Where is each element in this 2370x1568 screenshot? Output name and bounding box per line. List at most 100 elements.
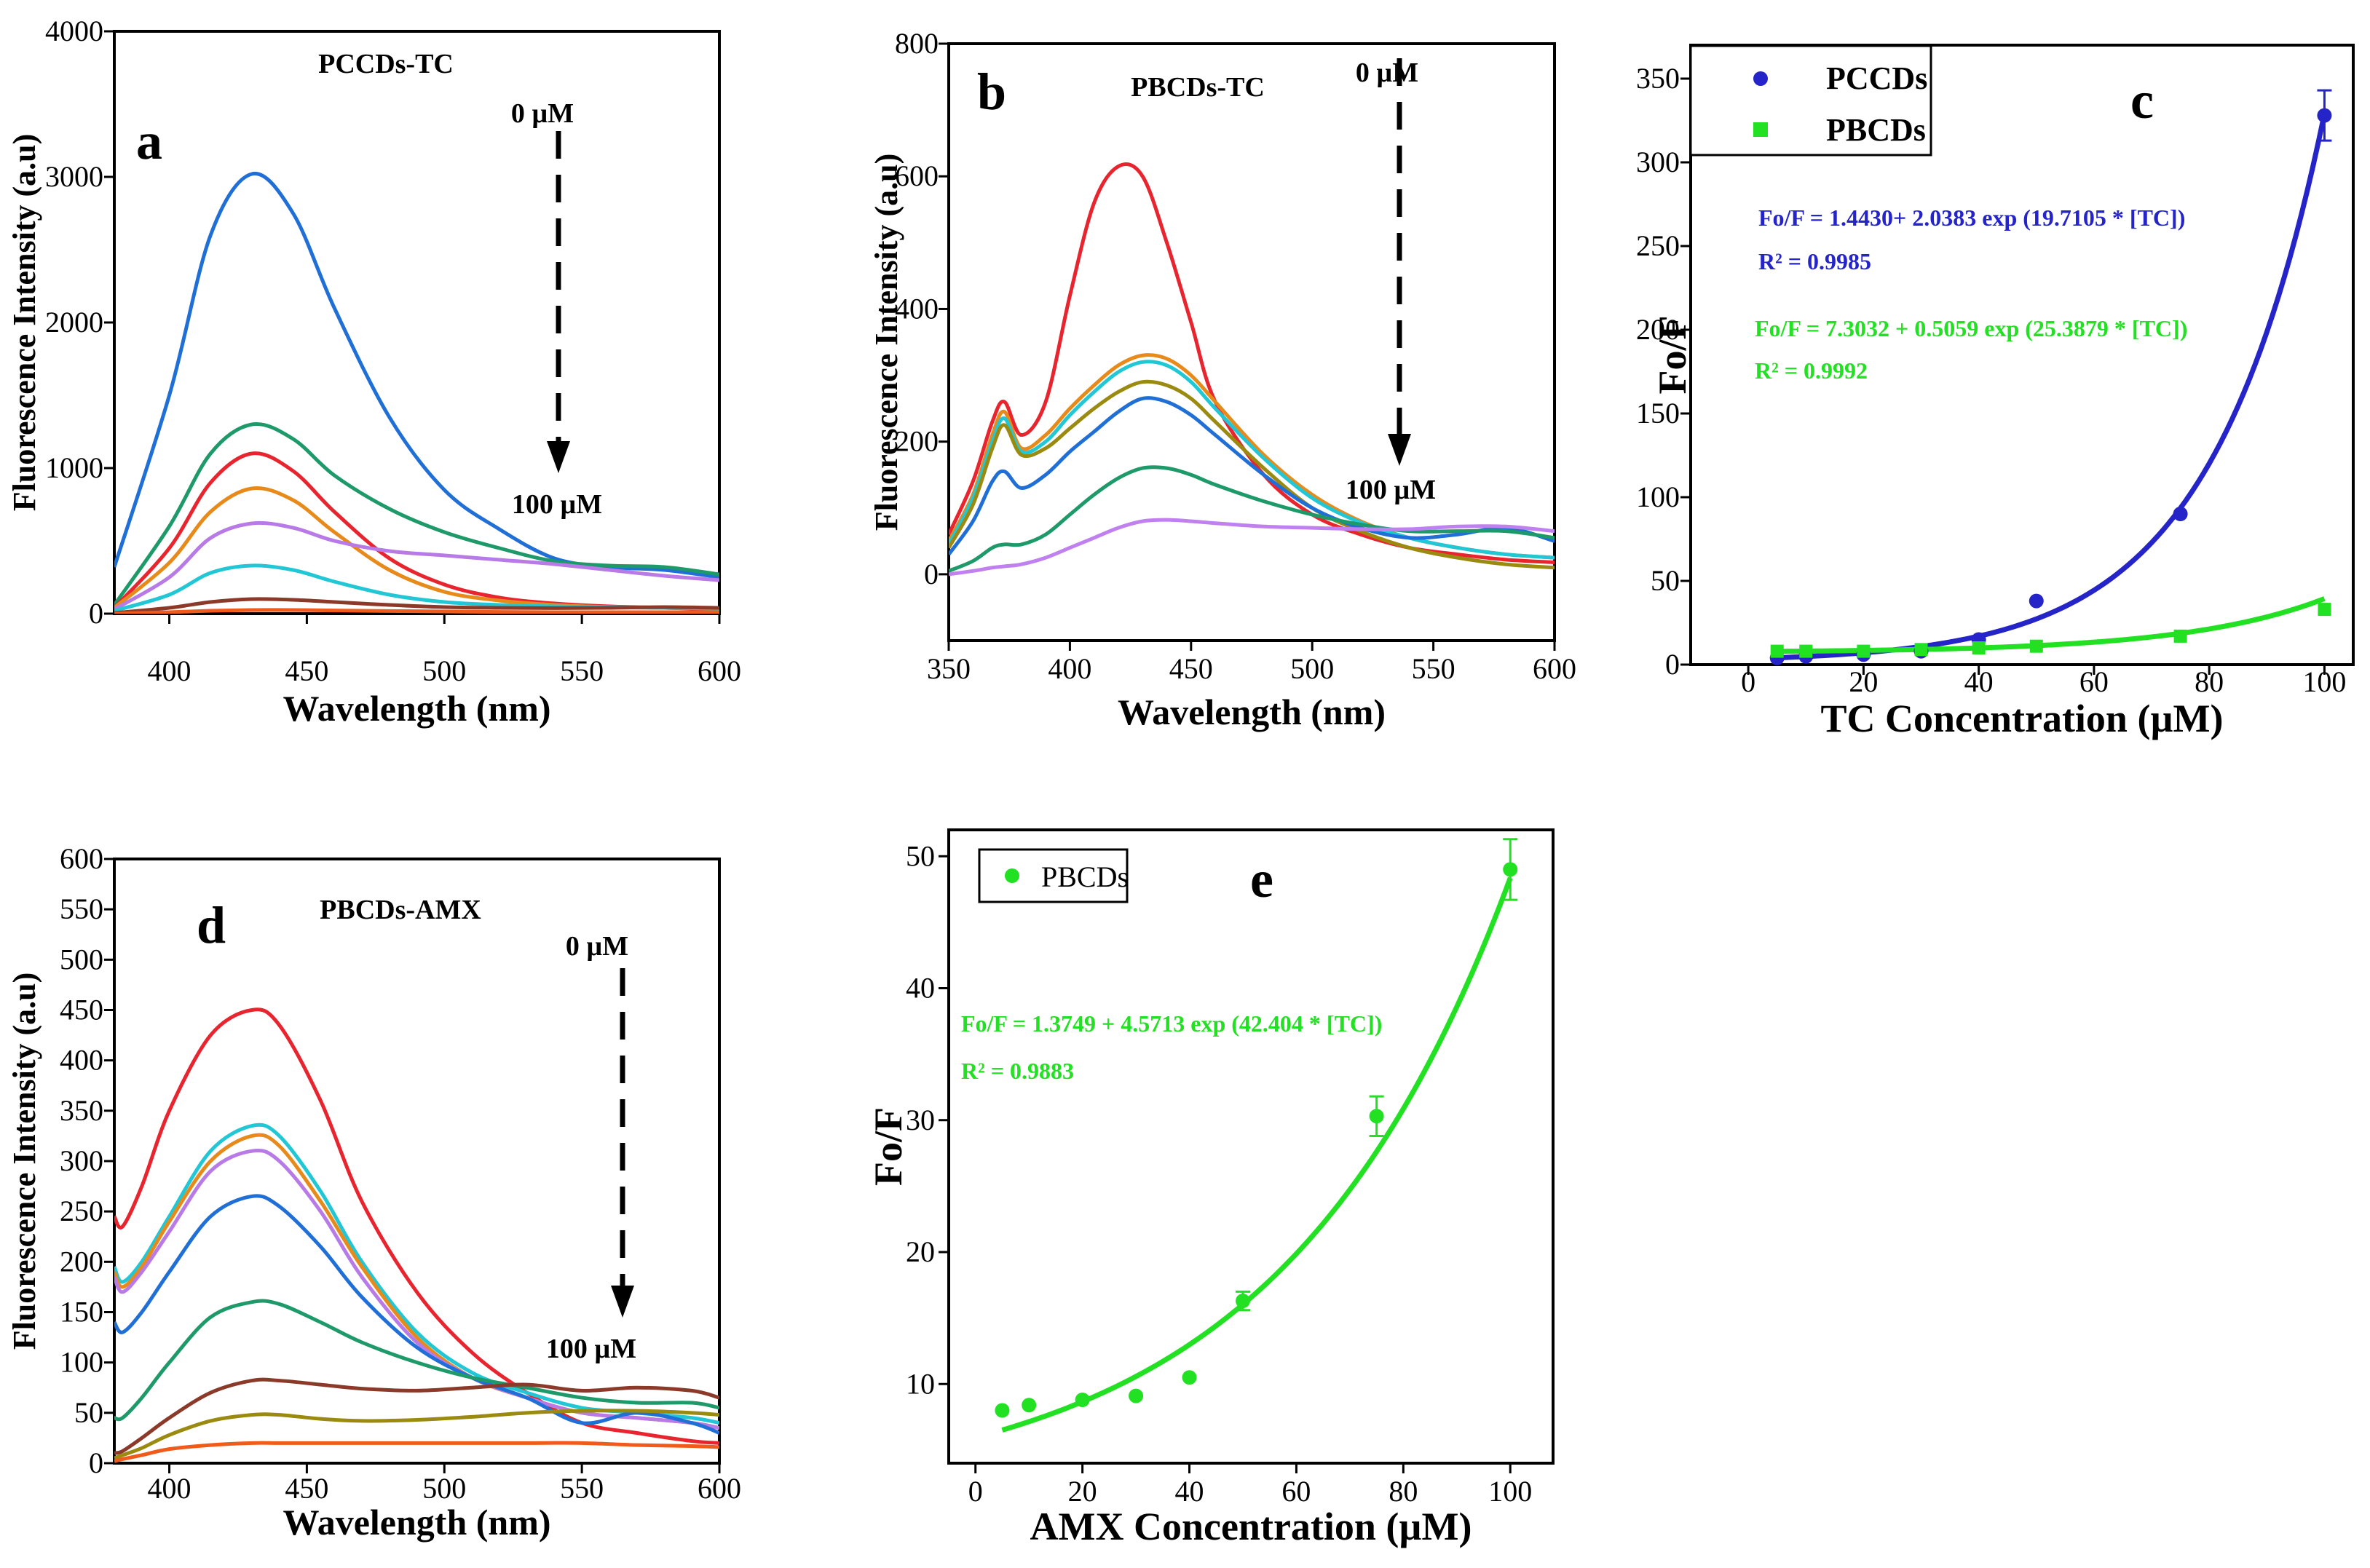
- x-tick-label: 100: [1488, 1475, 1532, 1508]
- chart-title: PCCDs-TC: [318, 49, 454, 79]
- y-tick-label: 50: [74, 1396, 103, 1429]
- plot-area: [114, 171, 719, 614]
- y-axis-label: Fluorescence Intensity (a.u): [7, 134, 42, 512]
- y-tick-label: 450: [60, 994, 103, 1026]
- series-line-0: [949, 162, 1555, 564]
- data-point: [1799, 644, 1813, 658]
- x-tick-label: 600: [698, 654, 741, 687]
- x-tick-label: 60: [2079, 665, 2109, 698]
- chart-title: PBCDs-TC: [1131, 72, 1265, 103]
- y-tick-label: 40: [906, 972, 935, 1005]
- legend-marker-pbcds: [1753, 122, 1768, 137]
- panel-c: 0 20 40 60 80 100 0 50 100 150 200 250 300 350 TC Conc…: [1636, 44, 2355, 740]
- fit-r-squared: R² = 0.9985: [1758, 248, 1871, 274]
- x-tick-label: 100: [2302, 665, 2346, 698]
- x-tick-label: 600: [698, 1472, 741, 1505]
- x-axis-label: Wavelength (nm): [283, 688, 550, 729]
- data-point: [1914, 643, 1928, 657]
- data-point: [1182, 1370, 1197, 1385]
- x-tick-label: 40: [1175, 1475, 1204, 1508]
- series-line-8: [114, 1441, 719, 1463]
- series-line-6: [114, 1377, 719, 1455]
- x-tick-label: 20: [1068, 1475, 1097, 1508]
- y-tick-label: 200: [895, 425, 939, 458]
- x-tick-label: 450: [285, 654, 328, 687]
- series-line-3: [114, 486, 719, 611]
- data-point: [1770, 644, 1784, 658]
- series-line-7: [114, 608, 719, 614]
- fit-r-squared: R² = 0.9992: [1755, 357, 1868, 384]
- y-tick-label: 150: [1636, 397, 1680, 429]
- panel-label: b: [977, 63, 1006, 121]
- series-line-3: [949, 379, 1555, 570]
- x-tick-label: 400: [148, 654, 191, 687]
- plot-area: [1777, 113, 2327, 661]
- x-tick-label: 80: [2195, 665, 2224, 698]
- fit-curve-1: [1777, 596, 2326, 654]
- fit-curve-0: [1777, 113, 2327, 661]
- plot-frame: [1689, 44, 2355, 666]
- y-tick-label: 300: [1636, 146, 1680, 178]
- series-line-7: [114, 1409, 719, 1460]
- data-point: [2317, 108, 2332, 123]
- series-line-4: [949, 396, 1555, 556]
- arrow-bottom-label: 100 µM: [546, 1334, 636, 1364]
- y-tick-label: 500: [60, 943, 103, 975]
- x-tick-label: 500: [422, 1472, 466, 1505]
- data-point: [995, 1403, 1010, 1418]
- quench-arrow-head: [547, 441, 570, 473]
- y-tick-label: 0: [89, 1446, 103, 1479]
- y-tick-label: 200: [1636, 313, 1680, 346]
- x-tick-label: 500: [422, 654, 466, 687]
- series-line-6: [949, 518, 1555, 577]
- fit-equation: Fo/F = 7.3032 + 0.5059 exp (25.3879 * [T…: [1755, 315, 2187, 341]
- y-tick-label: 250: [1636, 229, 1680, 262]
- x-axis-label: Wavelength (nm): [283, 1502, 550, 1543]
- quench-arrow-head: [1388, 434, 1411, 466]
- y-tick-label: 350: [1636, 62, 1680, 95]
- legend-box: [978, 848, 1129, 903]
- series-line-2: [114, 451, 719, 611]
- y-tick-label: 800: [895, 27, 939, 60]
- x-tick-label: 550: [1412, 652, 1455, 685]
- data-point: [2029, 593, 2044, 609]
- series-line-5: [114, 1299, 719, 1422]
- series-line-4: [114, 1194, 719, 1435]
- data-point: [2318, 603, 2331, 617]
- panel-label: a: [136, 112, 162, 170]
- y-tick-label: 350: [60, 1094, 103, 1127]
- x-tick-label: 500: [1290, 652, 1334, 685]
- y-tick-label: 200: [60, 1245, 103, 1278]
- series-line-5: [949, 465, 1555, 573]
- panel-label: c: [2130, 71, 2154, 130]
- panel-label: e: [1250, 850, 1273, 908]
- data-point: [1503, 862, 1518, 877]
- legend-label: PBCDs: [1041, 860, 1129, 893]
- x-tick-label: 0: [1741, 665, 1755, 698]
- y-tick-label: 50: [1651, 564, 1680, 597]
- fit-equation: Fo/F = 1.4430+ 2.0383 exp (19.7105 * [TC…: [1758, 205, 2185, 231]
- y-tick-label: 100: [1636, 480, 1680, 513]
- y-tick-label: 10: [906, 1367, 935, 1400]
- data-point: [1369, 1109, 1384, 1124]
- y-tick-label: 30: [906, 1104, 935, 1136]
- series-line-4: [114, 520, 719, 611]
- data-point: [1235, 1294, 1250, 1309]
- plot-frame: [947, 42, 1556, 642]
- x-tick-label: 550: [560, 654, 604, 687]
- arrow-bottom-label: 100 µM: [512, 489, 602, 520]
- y-tick-label: 250: [60, 1195, 103, 1227]
- panel-label: d: [197, 896, 226, 954]
- panel-a: 400 450 500 550 600 0 1000 2000 3000 4000 Waveleng…: [7, 15, 741, 729]
- plot-area: [949, 162, 1555, 577]
- series-line-1: [114, 421, 719, 606]
- x-tick-label: 80: [1389, 1475, 1418, 1508]
- data-point: [1857, 644, 1871, 658]
- y-axis-label: Fluorescence Intensity (a.u): [7, 973, 42, 1350]
- fit-curve-0: [1001, 876, 1513, 1433]
- x-tick-label: 600: [1533, 652, 1576, 685]
- x-tick-label: 0: [968, 1475, 983, 1508]
- y-tick-label: 50: [906, 839, 935, 872]
- plot-area: [1001, 876, 1513, 1433]
